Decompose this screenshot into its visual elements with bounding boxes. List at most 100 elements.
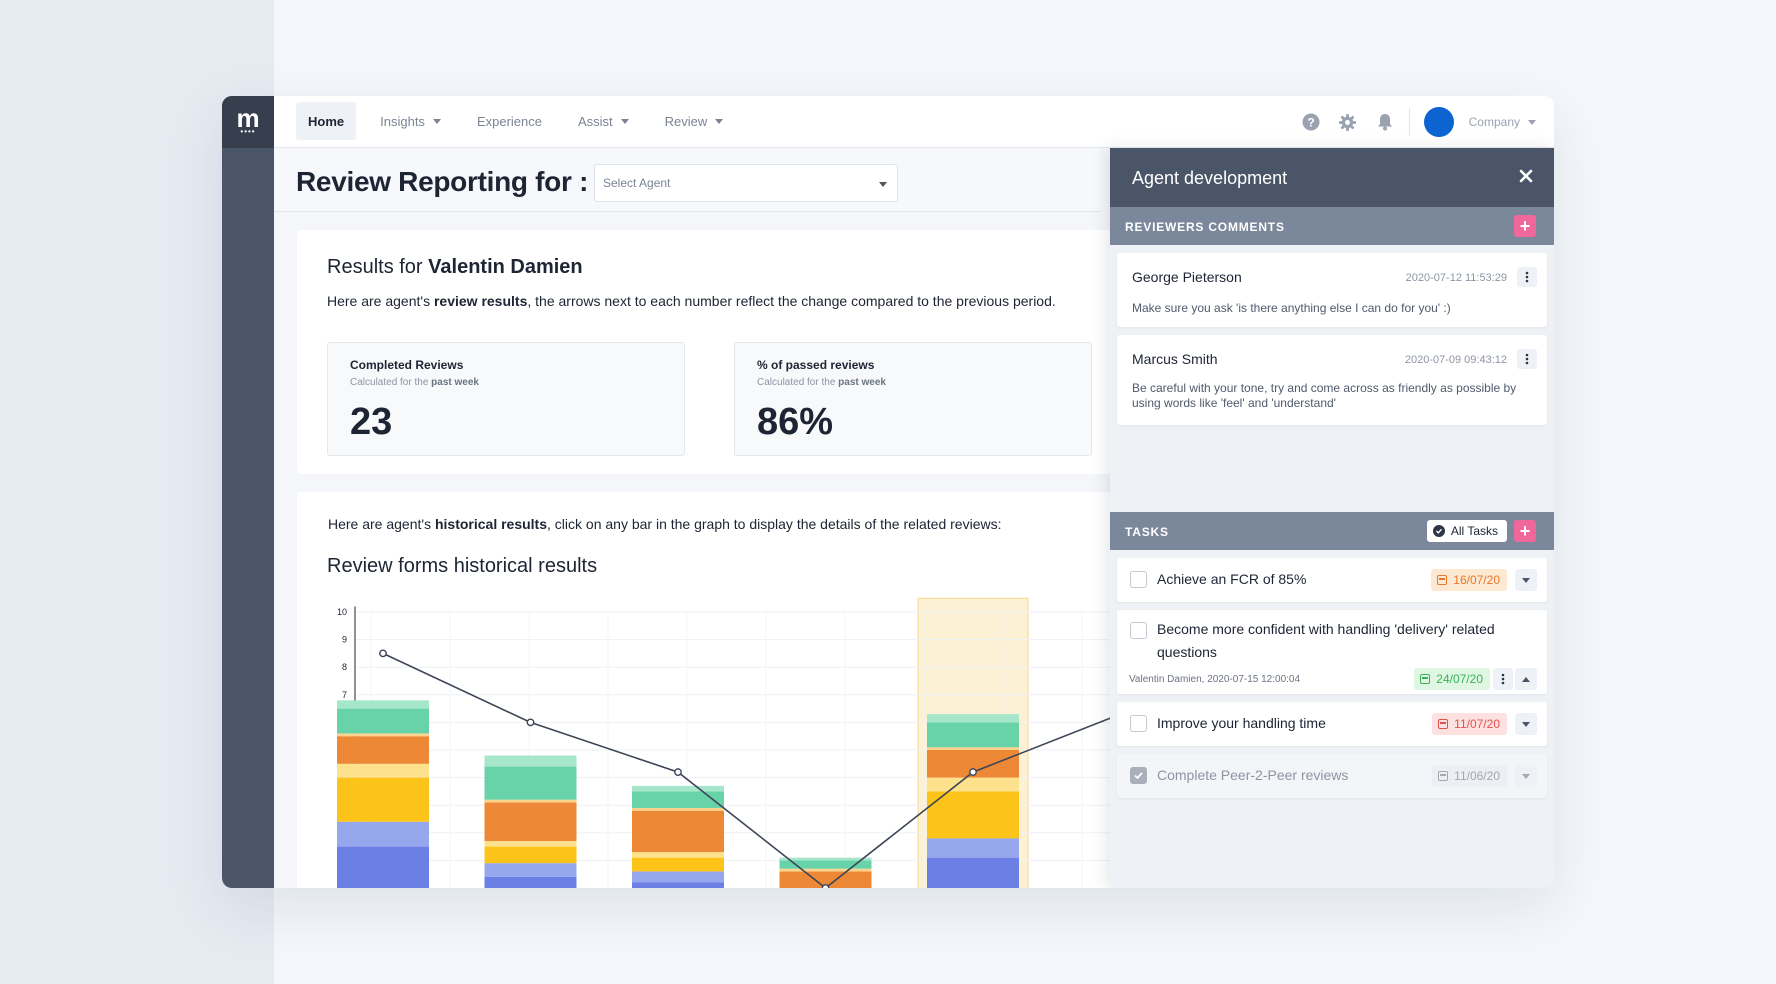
stat-sub-bold: past week [838,377,886,388]
desc-text: Here are agent's [327,293,434,309]
task-checkbox[interactable] [1130,622,1147,639]
bar-segment[interactable] [632,791,724,808]
close-icon[interactable] [1516,166,1536,186]
task-item: Achieve an FCR of 85% 16/07/20 [1117,558,1547,602]
bar-segment[interactable] [779,871,872,888]
nav-item-home[interactable]: Home [296,102,357,140]
bar-segment[interactable] [927,722,1019,748]
kebab-menu-icon [1501,673,1505,685]
reviewers-comments-bar: REVIEWERS COMMENTS + [1110,207,1554,245]
bar-segment[interactable] [927,791,1019,839]
stat-card-completed-reviews: Completed Reviews Calculated for the pas… [327,342,685,456]
bar-segment[interactable] [484,802,577,842]
bar-segment[interactable] [927,857,1019,888]
bar-segment[interactable] [927,714,1019,723]
bar-segment[interactable] [484,755,577,767]
all-tasks-filter[interactable]: All Tasks [1426,520,1507,542]
bar-segment[interactable] [337,846,429,888]
stat-value: 86% [757,401,834,443]
company-menu[interactable]: Company [1469,115,1536,129]
comment-author: George Pieterson [1132,269,1242,285]
comment-text: Be careful with your tone, try and come … [1132,381,1517,410]
nav-item-label: Insights [380,113,425,129]
kebab-menu-icon[interactable] [1517,267,1537,287]
task-meta: Valentin Damien, 2020-07-15 12:00:04 [1129,674,1301,685]
bar-segment[interactable] [632,857,724,872]
bar-segment[interactable] [927,777,1019,792]
bar-segment[interactable] [779,857,872,861]
stat-sub-text: Calculated for the [350,377,432,388]
bar-segment[interactable] [632,785,724,792]
help-icon[interactable]: ? [1301,112,1321,132]
gear-icon[interactable] [1338,112,1358,132]
bar-segment[interactable] [927,838,1019,858]
due-date-badge: 11/06/20 [1432,765,1507,787]
task-checkbox[interactable] [1130,767,1147,784]
agent-select-placeholder: Select Agent [603,176,671,190]
task-checkbox[interactable] [1130,571,1147,588]
due-date: 24/07/20 [1436,672,1483,686]
agent-select[interactable]: Select Agent [594,164,898,202]
chevron-down-icon [620,118,629,124]
bar-segment[interactable] [484,846,577,864]
bar-segment[interactable] [632,807,724,811]
task-checkbox[interactable] [1130,715,1147,732]
bar-segment[interactable] [337,763,429,778]
nav-item-insights[interactable]: Insights [368,102,453,140]
expand-task-button[interactable] [1515,765,1537,787]
add-comment-button[interactable]: + [1514,215,1536,237]
bar-segment[interactable] [484,841,577,847]
nav-item-assist[interactable]: Assist [566,102,641,140]
bar-segment[interactable] [632,852,724,858]
trend-point [674,768,682,776]
chevron-down-icon [1522,721,1530,727]
bar-segment[interactable] [337,708,429,734]
y-tick-label: 10 [337,607,347,617]
comment-date: 2020-07-09 09:43:12 [1404,354,1507,366]
collapse-task-button[interactable] [1515,668,1537,690]
avatar[interactable] [1423,107,1454,137]
comment-date: 2020-07-12 11:53:29 [1405,272,1507,284]
expand-task-button[interactable] [1515,713,1537,735]
bar-segment[interactable] [337,700,429,709]
historical-description: Here are agent's historical results, cli… [328,516,1002,532]
bell-icon[interactable] [1375,112,1395,132]
comment-card: Marcus Smith 2020-07-09 09:43:12 Be care… [1117,335,1547,425]
comment-card: George Pieterson 2020-07-12 11:53:29 Mak… [1117,253,1547,327]
page-header: Review Reporting for : Select Agent [274,148,1100,212]
bar-segment[interactable] [779,860,872,869]
bar-segment[interactable] [927,747,1019,750]
bar-segment[interactable] [337,736,429,764]
due-date: 11/06/20 [1454,769,1500,783]
nav-item-label: Experience [476,113,542,129]
chevron-up-icon [1522,676,1530,682]
bar-segment[interactable] [632,871,724,883]
bar-segment[interactable] [484,863,577,877]
sidebar: m •••• [222,96,274,888]
comment-author: Marcus Smith [1132,351,1218,367]
add-task-button[interactable]: + [1514,520,1536,542]
task-text: Become more confident with handling 'del… [1157,621,1495,660]
plus-icon: + [1519,521,1531,541]
top-navigation-bar: Home Insights Experience Assist Review ?… [274,96,1554,148]
bar-segment[interactable] [484,876,577,888]
all-tasks-label: All Tasks [1450,524,1498,538]
bar-segment[interactable] [337,821,429,847]
bar-segment[interactable] [484,799,577,803]
nav-item-review[interactable]: Review [653,102,736,140]
app-logo[interactable]: m •••• [222,96,274,148]
bar-segment[interactable] [632,882,724,888]
bar-segment[interactable] [632,810,724,853]
desc-text: , the arrows next to each number reflect… [527,293,1056,309]
kebab-menu-icon[interactable] [1517,349,1537,369]
task-kebab-menu[interactable] [1493,668,1513,690]
bar-segment[interactable] [337,777,429,822]
expand-task-button[interactable] [1515,569,1537,591]
bar-segment[interactable] [484,766,577,800]
nav-item-experience[interactable]: Experience [465,102,554,140]
bar-segment[interactable] [337,733,429,737]
stat-sub-text: Calculated for the [757,377,839,388]
calendar-icon [1437,575,1448,585]
stat-label: % of passed reviews [757,358,875,372]
bar-segment[interactable] [779,868,872,872]
